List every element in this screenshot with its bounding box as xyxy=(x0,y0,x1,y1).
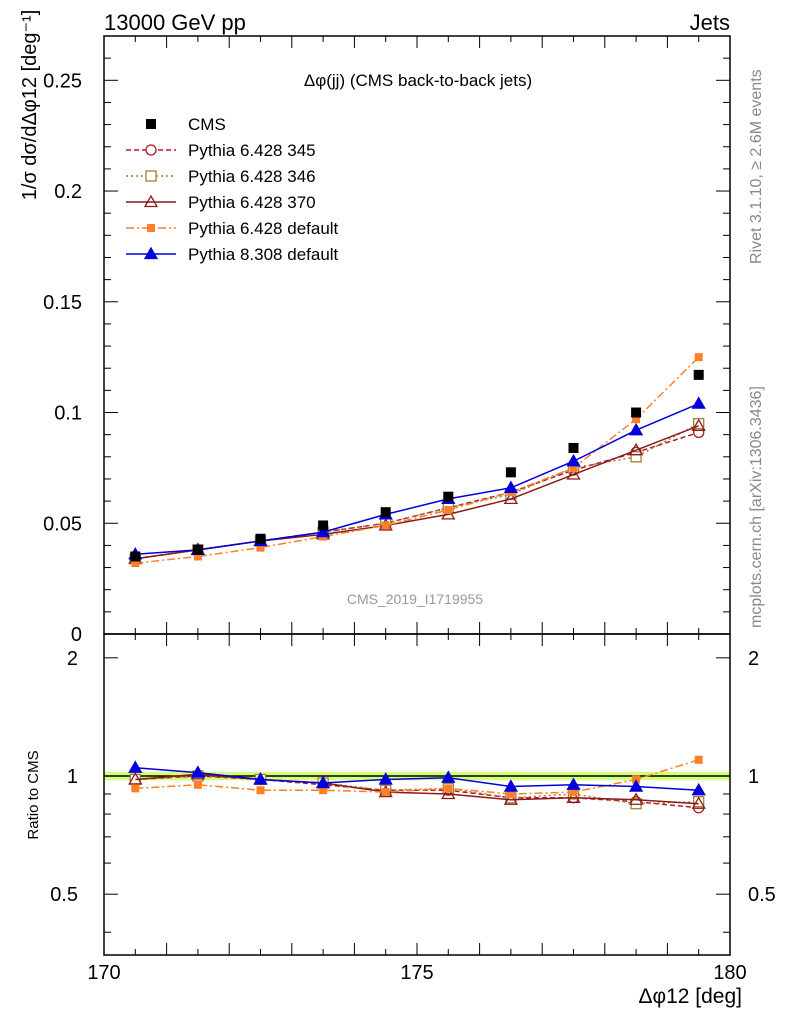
data-point-cms xyxy=(192,544,203,555)
analysis-watermark: CMS_2019_I1719955 xyxy=(347,591,483,607)
ratio-line-4 xyxy=(135,766,699,791)
series-point-1 xyxy=(630,451,642,463)
ratio-point-3 xyxy=(444,784,453,793)
ratio-point-3 xyxy=(569,788,578,797)
series-point-4 xyxy=(315,524,331,538)
legend-label-1: Pythia 6.428 345 xyxy=(188,141,316,160)
series-point-4 xyxy=(566,453,581,467)
legend-marker-0 xyxy=(146,119,156,129)
ratio-point-3 xyxy=(319,786,328,795)
legend-marker-3 xyxy=(143,194,159,208)
legend-label-0: CMS xyxy=(188,115,226,134)
data-point-cms xyxy=(443,491,454,502)
ratio-point-4 xyxy=(315,775,331,789)
data-point-cms xyxy=(693,369,704,380)
ratio-tick-label: 2 xyxy=(67,648,78,670)
legend-label-5: Pythia 8.308 default xyxy=(188,245,339,264)
rivet-side-text: Rivet 3.1.10, ≥ 2.6M events xyxy=(748,69,765,264)
header-right: Jets xyxy=(690,10,730,35)
ratio-point-3 xyxy=(193,780,202,789)
series-point-3 xyxy=(694,353,703,362)
data-point-cms xyxy=(130,551,141,562)
y-tick-label: 0.15 xyxy=(43,292,82,314)
ratio-tick-label: 1 xyxy=(67,766,78,788)
legend-label-3: Pythia 6.428 370 xyxy=(188,193,316,212)
ratio-point-4 xyxy=(128,760,143,773)
ratio-line-2 xyxy=(135,773,699,805)
ratio-point-4 xyxy=(628,779,644,792)
mcplots-side-text: mcplots.cern.ch [arXiv:1306.3436] xyxy=(748,386,765,628)
data-point-cms xyxy=(631,407,642,418)
series-line-2 xyxy=(135,425,699,560)
ratio-tick-label: 0.5 xyxy=(50,884,78,906)
y-tick-label: 0.05 xyxy=(43,513,82,535)
ratio-point-3 xyxy=(131,784,140,793)
series-point-4 xyxy=(503,480,519,493)
ratio-line-0 xyxy=(135,775,699,809)
series-line-0 xyxy=(135,431,699,560)
ratio-point-4 xyxy=(503,779,519,792)
ratio-point-4 xyxy=(253,772,268,785)
series-point-3 xyxy=(569,463,578,472)
series-point-3 xyxy=(381,521,390,530)
ratio-point-2 xyxy=(691,796,706,809)
legend-marker-5 xyxy=(143,246,159,260)
ratio-point-4 xyxy=(566,777,581,790)
x-axis-label: Δφ12 [deg] xyxy=(638,985,742,1008)
series-point-4 xyxy=(628,422,644,436)
ratio-tick-label-right: 0.5 xyxy=(748,884,776,906)
data-point-cms xyxy=(505,467,516,478)
ratio-point-2 xyxy=(128,772,143,785)
chart-title: Δφ(jj) (CMS back-to-back jets) xyxy=(304,71,532,90)
data-point-cms xyxy=(255,533,266,544)
series-point-2 xyxy=(628,442,644,456)
ratio-point-4 xyxy=(441,770,456,783)
y-tick-label: 0 xyxy=(71,624,82,646)
y-tick-label: 0.25 xyxy=(43,70,82,92)
legend-marker-1 xyxy=(145,144,157,156)
legend-label-2: Pythia 6.428 346 xyxy=(188,167,316,186)
ratio-point-2 xyxy=(566,790,581,803)
series-point-2 xyxy=(503,491,519,505)
data-point-cms xyxy=(318,520,329,531)
y-axis-label: 1/σ dσ/dΔφ12 [deg⁻¹] xyxy=(19,10,41,201)
series-line-4 xyxy=(135,402,699,556)
data-point-cms xyxy=(380,507,391,518)
ratio-point-4 xyxy=(190,765,206,778)
legend-marker-2 xyxy=(145,170,157,182)
x-tick-label: 170 xyxy=(87,962,120,984)
series-point-3 xyxy=(131,559,140,568)
series-point-3 xyxy=(632,415,641,424)
ratio-point-3 xyxy=(694,755,703,764)
ratio-axis-label: Ratio to CMS xyxy=(25,750,42,839)
legend-label-4: Pythia 6.428 default xyxy=(188,219,339,238)
x-tick-label: 180 xyxy=(713,962,746,984)
ratio-point-4 xyxy=(691,782,706,796)
y-tick-label: 0.1 xyxy=(54,403,82,425)
ratio-point-3 xyxy=(506,789,515,798)
ratio-tick-label-right: 1 xyxy=(748,766,759,788)
ratio-point-2 xyxy=(503,792,519,805)
series-point-3 xyxy=(193,552,202,561)
header-left: 13000 GeV pp xyxy=(104,10,246,35)
data-point-cms xyxy=(568,442,579,453)
series-point-4 xyxy=(691,396,706,409)
series-point-3 xyxy=(256,543,265,552)
ratio-point-2 xyxy=(628,792,644,805)
series-point-3 xyxy=(444,505,453,514)
ratio-point-4 xyxy=(378,772,393,785)
series-point-2 xyxy=(566,467,581,480)
ratio-point-3 xyxy=(381,788,390,797)
y-tick-label: 0.2 xyxy=(54,181,82,203)
legend-marker-4 xyxy=(147,224,155,232)
series-line-1 xyxy=(135,422,700,560)
ratio-point-3 xyxy=(256,786,265,795)
x-tick-label: 175 xyxy=(400,962,433,984)
series-point-2 xyxy=(691,418,706,431)
ratio-point-2 xyxy=(441,786,456,800)
ratio-tick-label-right: 2 xyxy=(748,648,759,670)
